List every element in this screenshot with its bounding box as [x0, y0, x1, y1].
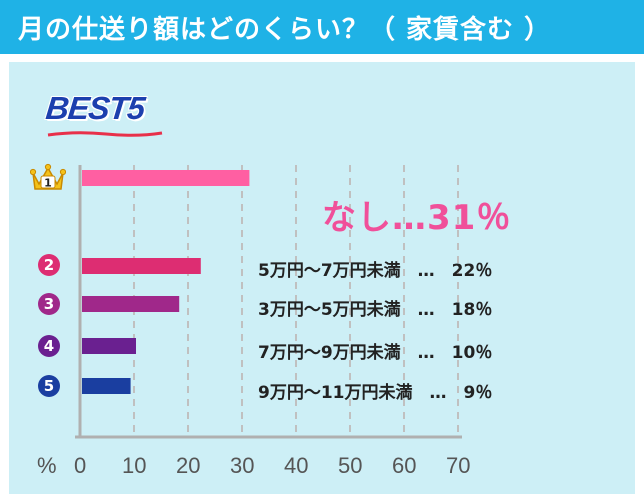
rank-badge-2: 2: [38, 254, 60, 276]
row-label-3: 3万円〜5万円未満 … 18％: [258, 300, 493, 320]
row-label-4: 7万円〜9万円未満 … 10％: [258, 343, 493, 363]
x-tick-label-40: 40: [284, 453, 309, 478]
row-label-5: 9万円〜11万円未満 … 9％: [258, 383, 493, 403]
row-label-2: 5万円〜7万円未満 … 22％: [258, 261, 493, 281]
x-tick-label-0: 0: [74, 453, 87, 478]
page-title: 月の仕送り額はどのくらい？（ 家賃含む ）: [18, 14, 552, 45]
bar-rank-5: [82, 378, 131, 394]
x-tick-label-60: 60: [392, 453, 417, 478]
x-axis-unit: %: [37, 453, 57, 478]
bar-rank-2: [82, 258, 201, 274]
svg-text:1: 1: [44, 177, 52, 190]
bar-rank-3: [82, 296, 180, 312]
x-tick-label-70: 70: [446, 453, 471, 478]
bar-rank-1: [82, 170, 250, 186]
rank-badge-3: 3: [38, 293, 60, 315]
x-tick-label-20: 20: [176, 453, 201, 478]
rank-badge-5: 5: [38, 375, 60, 397]
best5-underline: [47, 131, 163, 137]
rank-badge-4: 4: [38, 335, 60, 357]
crown-icon: 1: [30, 163, 66, 190]
top-answer-label: なし…31％: [322, 198, 512, 238]
x-tick-label-50: 50: [338, 453, 363, 478]
bar-rank-4: [82, 338, 136, 354]
x-tick-label-30: 30: [230, 453, 255, 478]
header-banner: 月の仕送り額はどのくらい？（ 家賃含む ）: [0, 0, 644, 54]
x-tick-label-10: 10: [122, 453, 147, 478]
